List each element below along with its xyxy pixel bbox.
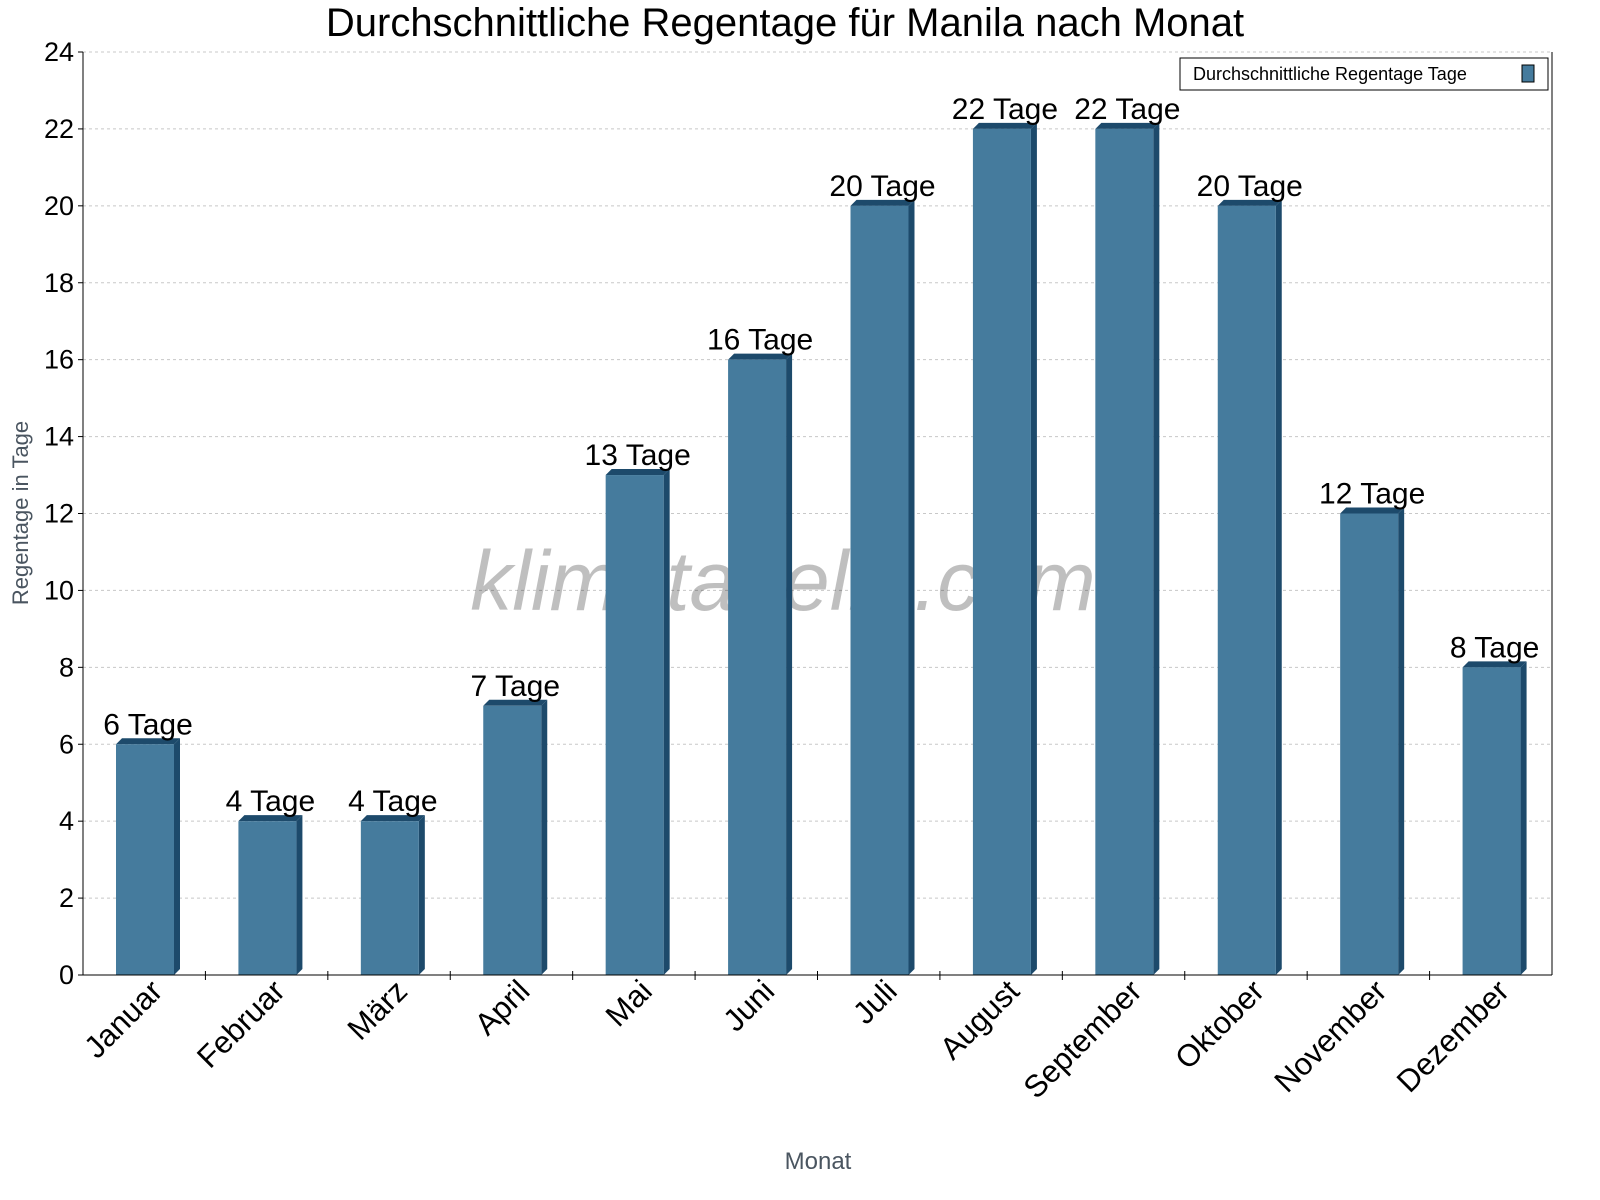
data-label: 16 Tage <box>707 324 813 357</box>
data-label: 7 Tage <box>470 670 560 703</box>
y-tick-label: 12 <box>44 499 74 529</box>
bar-side <box>541 699 548 975</box>
bar-top <box>238 815 303 822</box>
data-label: 4 Tage <box>226 785 316 818</box>
y-tick-label: 6 <box>59 729 74 759</box>
bar-top <box>1217 199 1282 206</box>
bar <box>116 744 174 975</box>
bar <box>1462 667 1521 975</box>
x-axis-label: Monat <box>785 1148 852 1175</box>
x-tick-label: März <box>341 973 414 1046</box>
y-tick-label: 16 <box>44 345 74 375</box>
y-tick-label: 24 <box>44 37 74 67</box>
y-tick-label: 10 <box>44 575 74 605</box>
data-label: 6 Tage <box>103 708 193 741</box>
bars: 6 Tage 4 Tage 4 Tage 7 Tage 13 Tage 16 Tage 20… <box>103 93 1540 976</box>
data-label: 20 Tage <box>1197 170 1303 203</box>
y-tick-label: 18 <box>44 268 74 298</box>
bar <box>972 128 1031 975</box>
bar <box>360 821 419 975</box>
bar <box>1340 513 1399 975</box>
bar <box>605 475 664 975</box>
legend: Durchschnittliche Regentage Tage <box>1179 57 1549 91</box>
bar-top <box>972 122 1037 129</box>
bar <box>728 359 787 976</box>
data-label: 4 Tage <box>348 785 438 818</box>
y-axis-label: Regentage in Tage <box>8 421 33 605</box>
bar-top <box>1340 507 1405 514</box>
x-tick-label: Juni <box>716 973 781 1038</box>
x-tick-label: Mai <box>599 973 659 1033</box>
legend-label: Durchschnittliche Regentage Tage <box>1193 64 1467 84</box>
x-tick-label: Dezember <box>1390 973 1516 1099</box>
data-label: 12 Tage <box>1319 478 1425 511</box>
bar-top <box>483 699 548 706</box>
bar-top <box>116 738 180 745</box>
x-tick-label: Januar <box>77 973 169 1065</box>
bar-top <box>1462 661 1527 668</box>
data-label: 22 Tage <box>1074 93 1180 126</box>
x-tick-label: November <box>1267 973 1393 1099</box>
bar-top <box>360 815 425 822</box>
data-label: 22 Tage <box>952 93 1058 126</box>
bar-side <box>174 738 180 975</box>
bar-side <box>1030 122 1037 975</box>
y-tick-label: 20 <box>44 191 74 221</box>
legend-swatch <box>1521 64 1535 83</box>
bar-top <box>850 199 915 206</box>
data-label: 20 Tage <box>829 170 935 203</box>
x-tick-label: Februar <box>190 973 292 1075</box>
bar-side <box>786 353 793 976</box>
gridlines <box>83 51 1552 899</box>
bar <box>1217 205 1276 976</box>
bar-top <box>728 353 793 360</box>
bar-top <box>605 469 670 476</box>
legend-box <box>1179 57 1549 91</box>
y-tick-label: 2 <box>59 883 74 913</box>
bar-side <box>908 199 915 976</box>
chart-title: Durchschnittliche Regentage für Manila n… <box>326 1 1244 45</box>
x-tick-label: April <box>468 973 537 1042</box>
x-tick-label: Juli <box>846 973 904 1031</box>
bar-top <box>1095 122 1160 129</box>
x-tick-label: August <box>933 973 1026 1066</box>
bar <box>850 205 909 976</box>
y-tick-label: 14 <box>44 422 74 452</box>
bar <box>238 821 297 975</box>
bar <box>483 705 542 975</box>
data-label: 8 Tage <box>1450 631 1540 664</box>
y-tick-label: 0 <box>59 960 74 990</box>
bar-side <box>1153 122 1160 975</box>
y-tick-label: 22 <box>44 114 74 144</box>
bar-side <box>296 815 303 975</box>
y-tick-label: 8 <box>59 652 74 682</box>
bar <box>1095 128 1154 975</box>
bar-side <box>1275 199 1282 976</box>
bar-side <box>1520 661 1527 975</box>
y-tick-label: 4 <box>59 806 74 836</box>
bar-side <box>418 815 425 975</box>
bar-side <box>663 469 670 975</box>
data-label: 13 Tage <box>585 439 691 472</box>
x-tick-label: September <box>1017 973 1149 1105</box>
x-tick-label: Oktober <box>1168 973 1271 1076</box>
bar-side <box>1398 507 1405 975</box>
